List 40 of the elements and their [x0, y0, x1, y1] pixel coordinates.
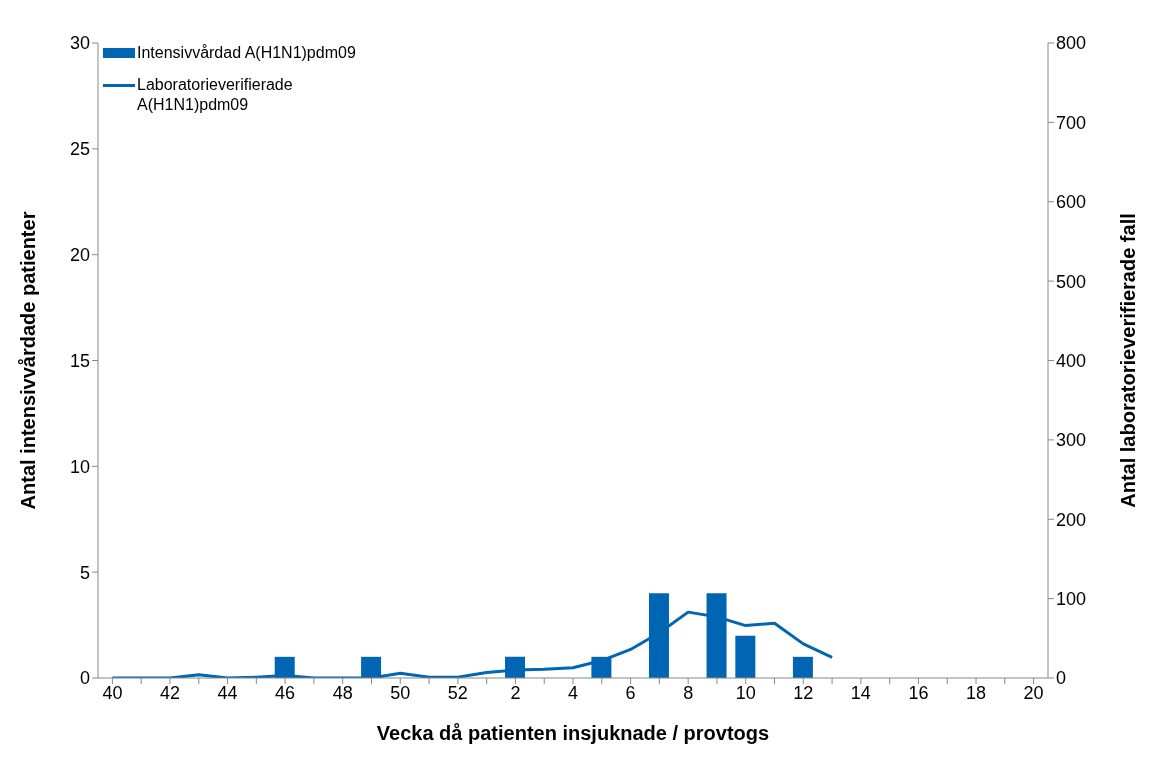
y2-tick-label: 300	[1056, 430, 1087, 451]
y2-tick-label: 0	[1056, 668, 1067, 689]
y2-tick-label: 500	[1056, 271, 1087, 292]
x-tick-label: 42	[159, 682, 180, 703]
x-tick-label: 4	[567, 682, 579, 703]
y-tick-label: 0	[79, 668, 90, 689]
x-tick-label: 48	[332, 682, 353, 703]
y2-tick-label: 100	[1056, 589, 1087, 610]
legend-label: Intensivvårdad A(H1N1)pdm09	[137, 43, 356, 63]
y-tick-label: 15	[69, 350, 90, 371]
y-axis-title: Antal intensivvårdade patienter	[17, 211, 40, 510]
x-tick-label: 12	[793, 682, 814, 703]
x-axis-title: Vecka då patienten insjuknade / provtogs	[376, 722, 770, 744]
x-tick-label: 44	[217, 682, 238, 703]
legend-label: Laboratorieverifierade A(H1N1)pdm09	[137, 75, 294, 115]
x-tick-label: 50	[390, 682, 411, 703]
x-tick-label: 10	[735, 682, 756, 703]
x-tick-label: 8	[683, 682, 694, 703]
y2-tick-label: 400	[1056, 350, 1087, 371]
x-tick-label: 40	[102, 682, 123, 703]
bar	[735, 635, 756, 678]
x-tick-label: 14	[850, 682, 871, 703]
y2-tick-label: 600	[1056, 192, 1087, 213]
y-tick-label: 5	[79, 562, 90, 583]
x-tick-label: 18	[966, 682, 987, 703]
x-tick-label: 20	[1023, 682, 1044, 703]
x-tick-label: 2	[510, 682, 521, 703]
x-tick-label: 52	[447, 682, 468, 703]
y2-tick-label: 700	[1056, 112, 1087, 133]
y-tick-label: 20	[69, 245, 90, 266]
y-tick-label: 10	[69, 456, 90, 477]
y2-tick-label: 800	[1056, 33, 1087, 54]
y2-tick-label: 200	[1056, 509, 1087, 530]
y-tick-label: 30	[69, 33, 90, 54]
x-tick-label: 16	[908, 682, 929, 703]
x-tick-label: 6	[625, 682, 636, 703]
y2-axis-title: Antal laboratorieverifierade fall	[1117, 213, 1140, 508]
y-tick-label: 25	[69, 139, 90, 160]
bar	[792, 656, 813, 678]
x-tick-label: 46	[275, 682, 296, 703]
